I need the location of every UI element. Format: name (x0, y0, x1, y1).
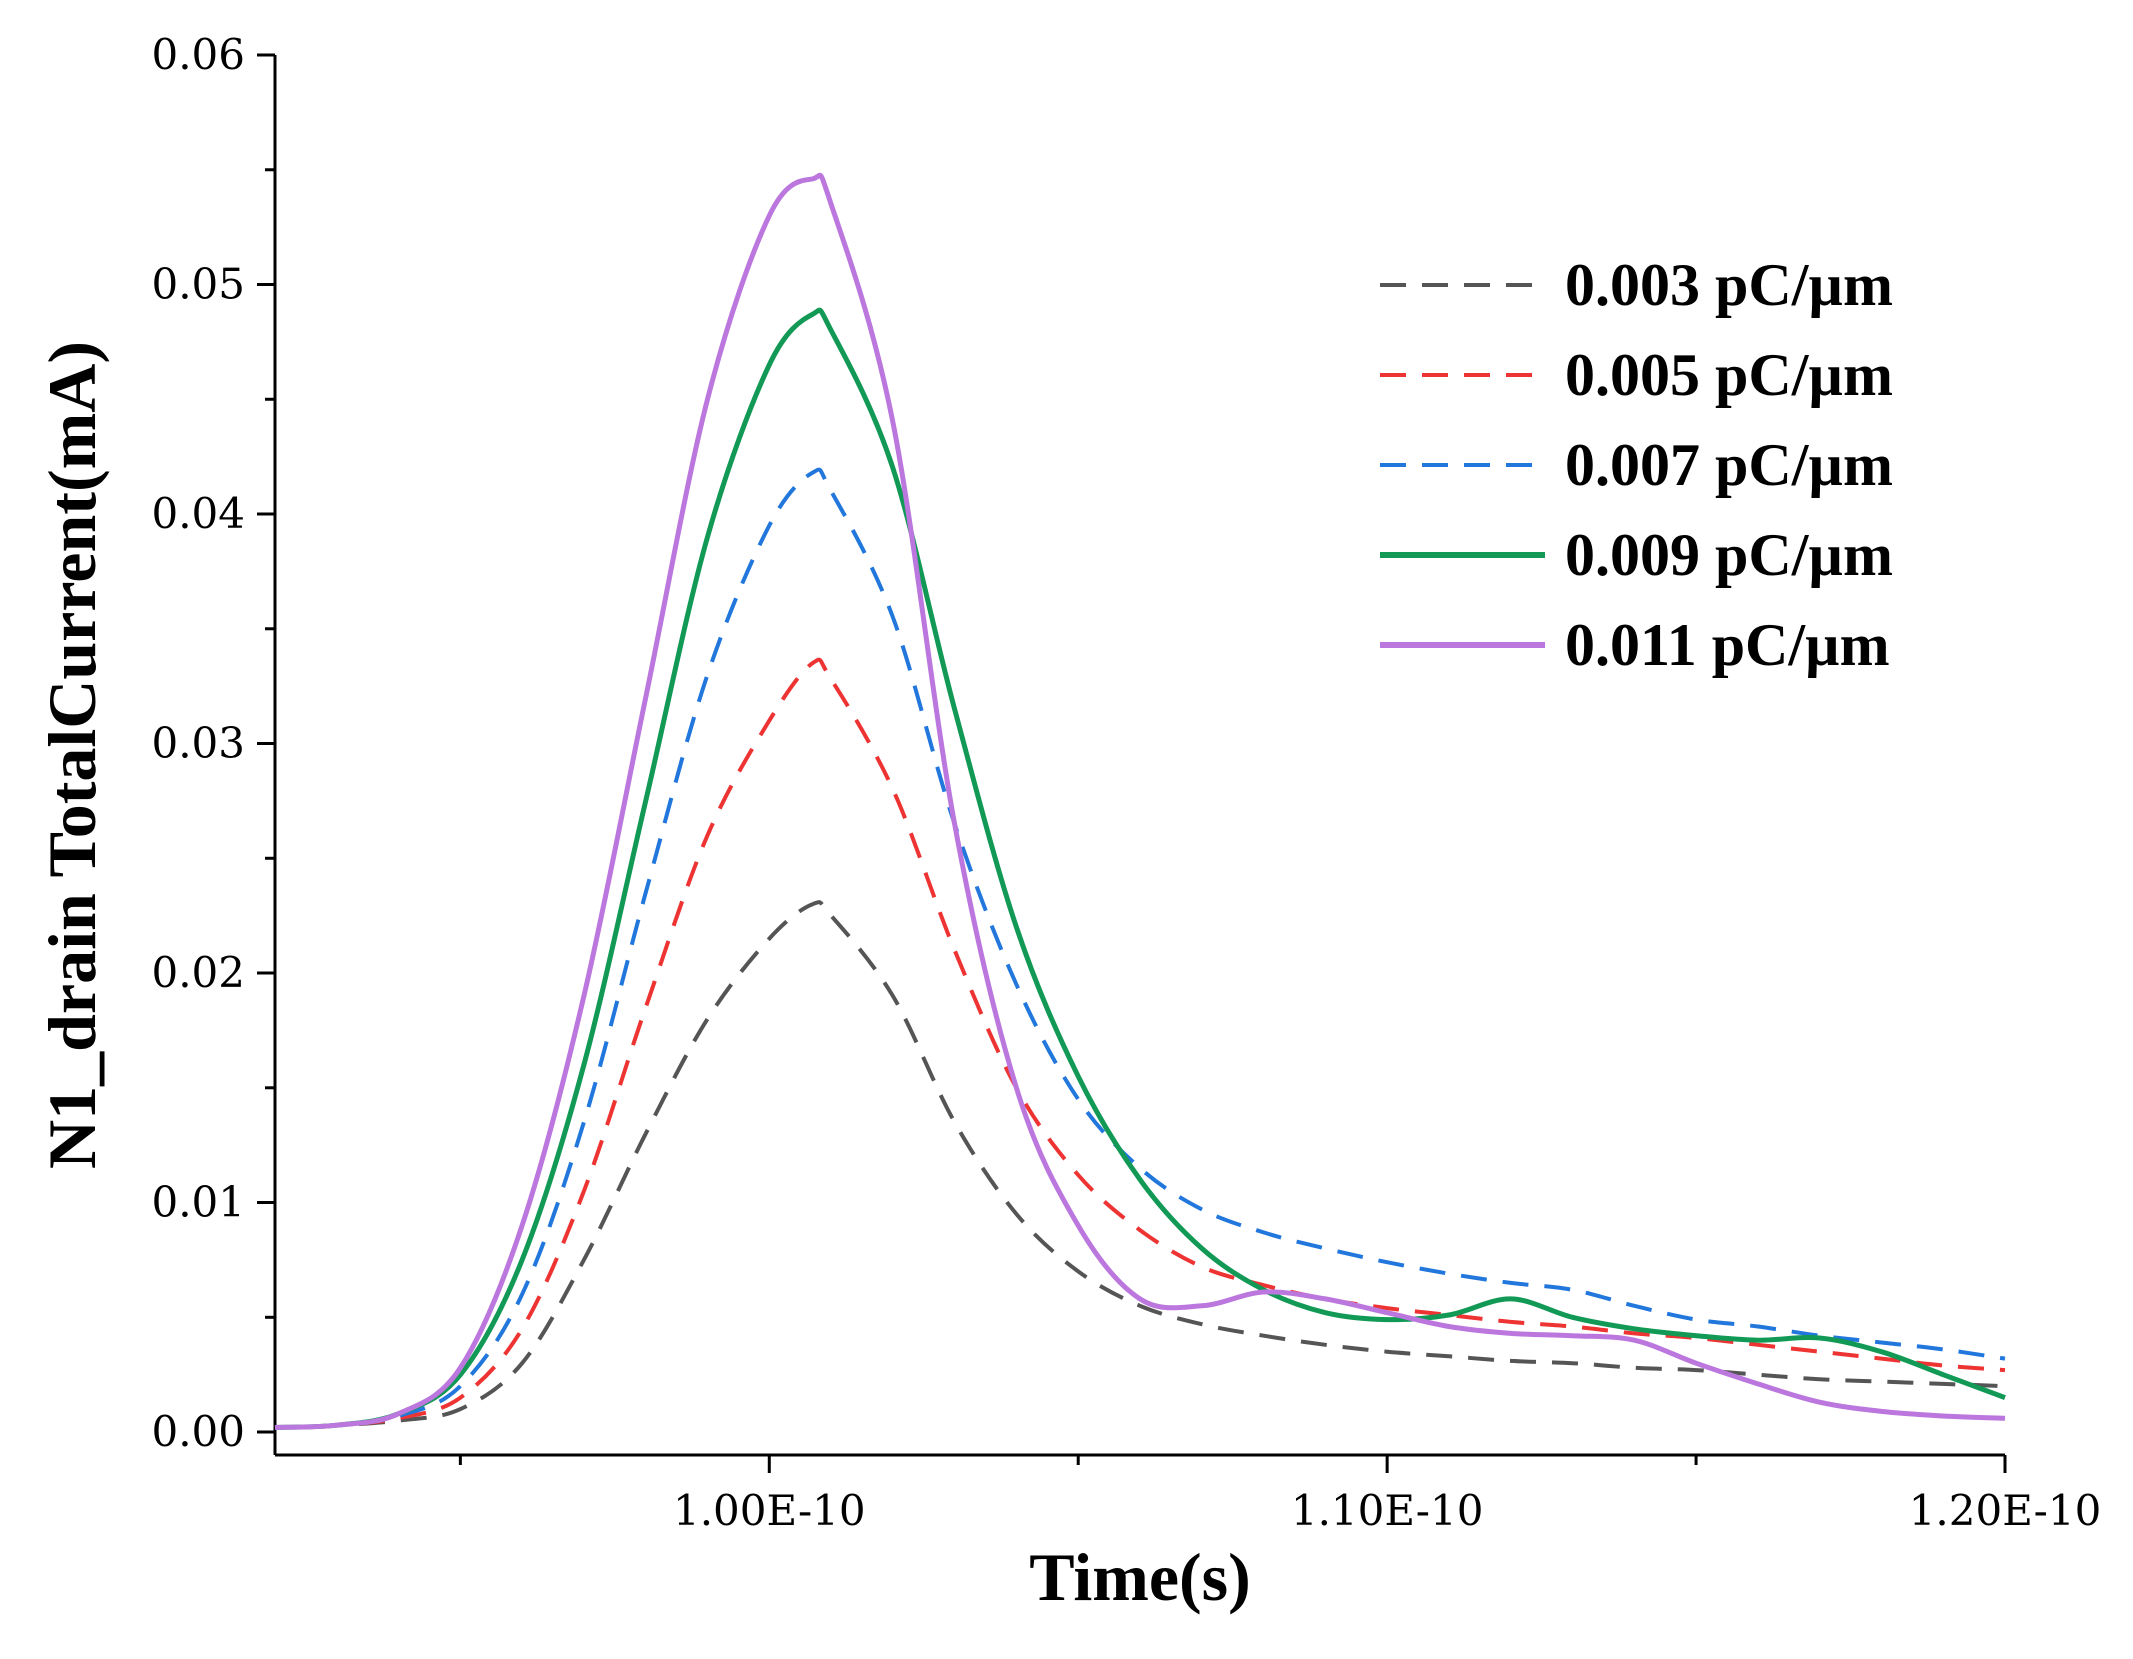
y-tick-label: 0.02 (151, 948, 245, 997)
series-line-1 (274, 900, 2006, 1430)
x-axis-title: Time(s) (1029, 1539, 1251, 1615)
series-line-4 (274, 307, 2006, 1430)
series-line-5 (274, 172, 2006, 1430)
legend: 0.003 pC/µm 0.005 pC/µm 0.007 pC/µm 0.009 p… (1380, 252, 1893, 678)
series-lines (274, 172, 2006, 1430)
legend-label-1: 0.003 pC/µm (1565, 252, 1893, 318)
y-tick-label: 0.03 (151, 719, 245, 768)
y-tick-label: 0.04 (151, 489, 245, 538)
x-tick-label: 1.10E-10 (1291, 1486, 1484, 1535)
y-axis-title: N1_drain TotalCurrent(mA) (34, 341, 110, 1169)
x-tick-label: 1.00E-10 (673, 1486, 866, 1535)
series-line-3 (274, 467, 2006, 1430)
y-tick-label: 0.00 (151, 1407, 245, 1456)
y-tick-label: 0.06 (151, 30, 245, 79)
legend-label-5: 0.011 pC/µm (1565, 612, 1890, 678)
legend-label-4: 0.009 pC/µm (1565, 522, 1893, 588)
axis-ticks: 0.00 0.01 0.02 0.03 0.04 0.05 0.06 1.00E-10 1.10… (151, 30, 2101, 1535)
x-tick-label: 1.20E-10 (1909, 1486, 2102, 1535)
plot-frame (273, 55, 2005, 1457)
y-tick-label: 0.01 (151, 1178, 245, 1227)
legend-label-3: 0.007 pC/µm (1565, 432, 1893, 498)
legend-label-2: 0.005 pC/µm (1565, 342, 1893, 408)
series-line-2 (274, 657, 2006, 1430)
y-tick-label: 0.05 (151, 260, 245, 309)
